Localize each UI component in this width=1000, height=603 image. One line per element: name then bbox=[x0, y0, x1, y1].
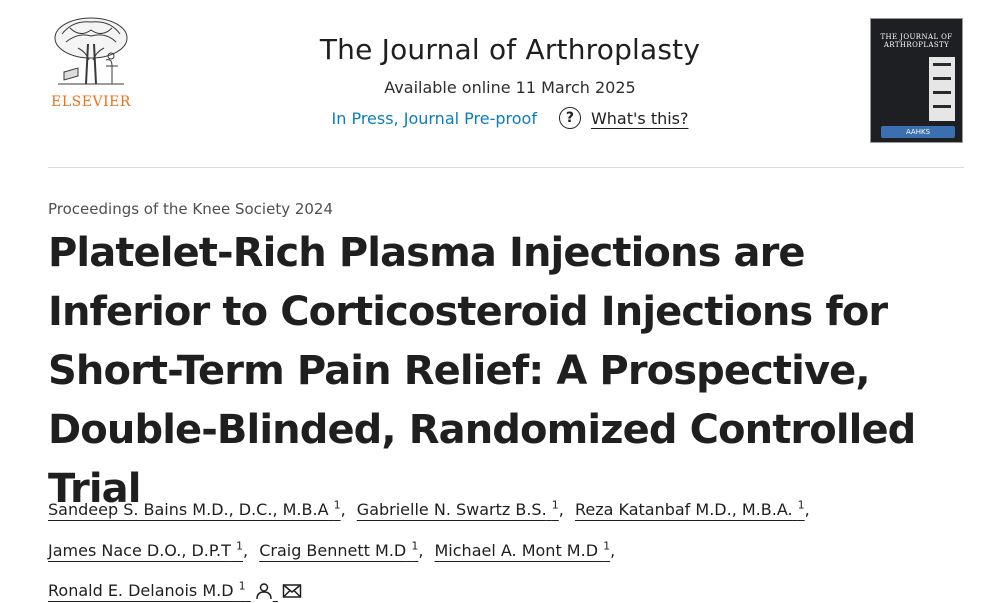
tree-logo-icon bbox=[54, 17, 128, 85]
elsevier-logo[interactable]: ELSEVIER bbox=[48, 14, 134, 114]
journal-info: The Journal of Arthroplasty Available on… bbox=[260, 30, 760, 129]
author-link[interactable]: James Nace D.O., D.P.T 1 bbox=[48, 539, 243, 560]
author-link[interactable]: Sandeep S. Bains M.D., D.C., M.B.A 1 bbox=[48, 499, 341, 520]
journal-header: ELSEVIER The Journal of Arthroplasty Ava… bbox=[0, 0, 1000, 168]
author-link[interactable]: Michael A. Mont M.D 1 bbox=[434, 539, 611, 560]
in-press-link[interactable]: In Press, Journal Pre-proof bbox=[331, 108, 537, 128]
article-section[interactable]: Proceedings of the Knee Society 2024 bbox=[48, 200, 334, 218]
journal-title[interactable]: The Journal of Arthroplasty bbox=[319, 33, 701, 66]
available-online-date: Available online 11 March 2025 bbox=[384, 78, 636, 97]
cover-title: THE JOURNAL OF ARTHROPLASTY bbox=[880, 33, 953, 49]
author-link[interactable]: Reza Katanbaf M.D., M.B.A. 1 bbox=[574, 499, 805, 520]
article-status-row: In Press, Journal Pre-proof ? What's thi… bbox=[260, 107, 760, 129]
journal-cover-thumbnail[interactable]: THE JOURNAL OF ARTHROPLASTY AAHKS bbox=[870, 18, 963, 143]
cover-image bbox=[929, 57, 955, 121]
header-divider bbox=[48, 167, 964, 168]
author-link[interactable]: Gabrielle N. Swartz B.S. 1 bbox=[356, 499, 559, 520]
help-icon[interactable]: ? bbox=[558, 107, 581, 129]
email-icon bbox=[282, 584, 302, 599]
whats-this-link[interactable]: What's this? bbox=[590, 108, 689, 128]
author-list: Sandeep S. Bains M.D., D.C., M.B.A 1, Ga… bbox=[48, 499, 810, 600]
cover-society-logo: AAHKS bbox=[881, 126, 955, 138]
author-link[interactable]: Craig Bennett M.D 1 bbox=[259, 539, 419, 560]
corresponding-author-link[interactable]: Ronald E. Delanois M.D 1 bbox=[48, 580, 302, 600]
article-title: Platelet-Rich Plasma Injections are Infe… bbox=[48, 230, 916, 512]
person-icon bbox=[255, 583, 272, 600]
elsevier-wordmark: ELSEVIER bbox=[51, 94, 131, 110]
